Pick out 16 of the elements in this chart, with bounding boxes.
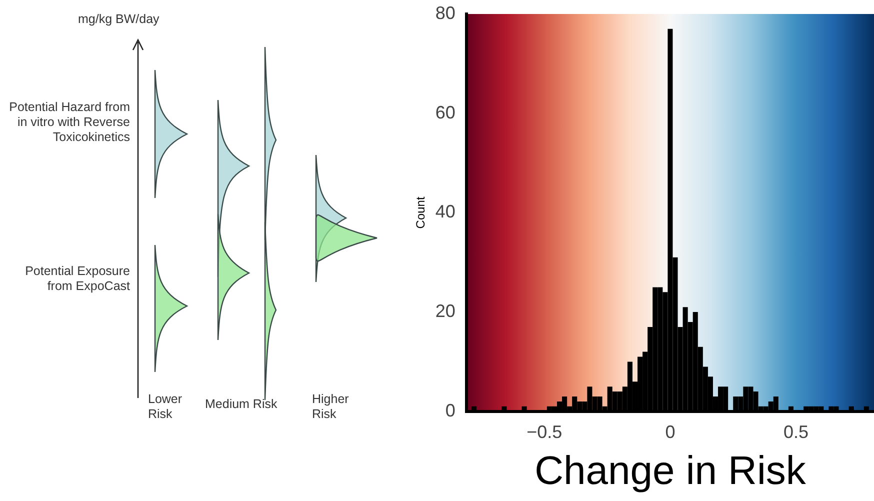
y-tick-label: 60 bbox=[435, 102, 456, 122]
x-tick-label: 0.5 bbox=[783, 422, 809, 442]
x-tick-label: 0 bbox=[665, 422, 676, 442]
y-tick-label: 20 bbox=[435, 301, 456, 322]
x-tick-label: −0.5 bbox=[526, 422, 562, 442]
y-axis-title: Count bbox=[414, 196, 428, 229]
y-tick-label: 80 bbox=[435, 2, 456, 23]
text: mg/kg BW/day bbox=[78, 12, 160, 27]
y-tick-label: 40 bbox=[435, 202, 456, 222]
text: Lower Risk bbox=[148, 392, 184, 422]
y-tick-label: 0 bbox=[445, 400, 456, 420]
text: Potential Exposure from ExpoCast bbox=[24, 264, 130, 294]
text: Higher Risk bbox=[312, 392, 350, 422]
x-axis-title: Change in Risk bbox=[534, 449, 807, 494]
text: Medium Risk bbox=[205, 397, 278, 412]
text: Potential Hazard from in vitro with Reverse Toxicokinetics bbox=[8, 100, 130, 145]
